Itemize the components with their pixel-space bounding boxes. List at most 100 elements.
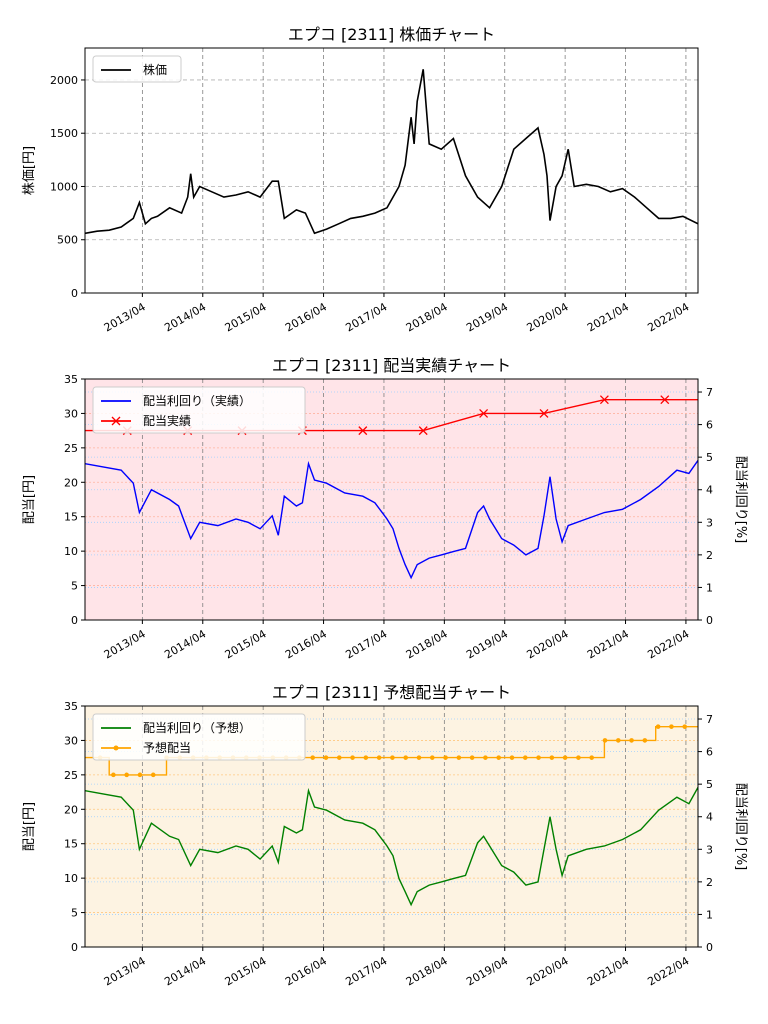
legend-box [92, 55, 182, 83]
y-right-tick-label: 0 [706, 614, 713, 627]
forecast-dividend-dot [536, 755, 541, 760]
forecast-dividend-dot [615, 738, 621, 743]
y-right-tick-label: 4 [706, 484, 713, 497]
x-tick-label: 2018/04 [404, 300, 450, 334]
x-tick-label: 2017/04 [343, 627, 389, 661]
y-right-tick-label: 6 [706, 746, 713, 759]
y-tick-label: 10 [64, 545, 78, 558]
x-tick-label: 2021/04 [585, 954, 631, 988]
y-axis-label: 配当[円] [22, 475, 37, 524]
x-tick-label: 2016/04 [283, 954, 329, 988]
dividend-marker [418, 426, 428, 436]
y-tick-label: 1500 [50, 127, 78, 140]
y-tick-label: 35 [64, 700, 78, 713]
legend-label: 配当利回り（予想） [143, 720, 251, 735]
y-tick-label: 0 [71, 287, 78, 300]
forecast-dividend-dot [336, 755, 342, 760]
y-tick-label: 0 [71, 614, 78, 627]
forecast-dividend-dot [111, 772, 116, 778]
y-tick-label: 1000 [50, 180, 78, 193]
y-tick-label: 25 [64, 769, 78, 782]
panel-forecast: エプコ [2311] 予想配当チャート 0 5 10 15 20 25 30 35 0 1 2 3 4 5 6… [22, 683, 748, 988]
y-tick-label: 5 [71, 580, 78, 593]
legend: 配当利回り（予想） 予想配当 [92, 713, 306, 761]
legend-marker [113, 745, 119, 751]
legend-label: 株価 [143, 62, 167, 77]
x-tick-label: 2017/04 [343, 954, 389, 988]
forecast-dividend-dot [363, 755, 369, 760]
forecast-dividend-dot [629, 738, 634, 743]
forecast-dividend-dot [137, 772, 143, 778]
plot-frame [84, 378, 699, 621]
x-tick-label: 2015/04 [223, 627, 269, 661]
forecast-dividend-dot [443, 755, 448, 760]
legend-box [92, 386, 306, 434]
x-tick-label: 2016/04 [283, 300, 329, 334]
forecast-dividend-dot [576, 755, 581, 760]
legend: 株価 [92, 55, 182, 83]
y-right-tick-label: 5 [706, 451, 713, 464]
x-tick-label: 2013/04 [102, 300, 148, 334]
legend-label: 配当実績 [143, 413, 191, 428]
x-tick-label: 2020/04 [525, 954, 571, 988]
y-tick-label: 30 [64, 734, 78, 747]
forecast-dividend-dot [669, 724, 674, 729]
y-right-axis-label: 配当利回り[%] [733, 456, 748, 544]
series-line-0 [85, 787, 698, 907]
x-tick-label: 2016/04 [283, 627, 329, 661]
series-line-0 [85, 69, 698, 235]
series-line-1 [85, 726, 698, 776]
x-tick-label: 2014/04 [162, 627, 208, 661]
chart-title: エプコ [2311] 配当実績チャート [272, 356, 511, 375]
y-right-tick-label: 3 [706, 516, 713, 529]
dividend-marker [660, 395, 670, 405]
forecast-dividend-dot [509, 755, 515, 760]
x-tick-label: 2020/04 [525, 627, 571, 661]
y-right-tick-label: 0 [706, 941, 713, 954]
dividend-marker [539, 408, 549, 418]
y-right-axis-label: 配当利回り[%] [733, 783, 748, 871]
plot-frame [84, 705, 699, 948]
dividend-marker [358, 426, 368, 436]
forecast-dividend-dot [323, 755, 329, 760]
y-tick-label: 20 [64, 476, 78, 489]
series-line-0 [85, 459, 698, 580]
x-tick-label: 2017/04 [343, 300, 389, 334]
legend-label: 配当利回り（実績） [143, 393, 251, 408]
dividend-marker [599, 395, 609, 405]
x-tick-label: 2021/04 [585, 627, 631, 661]
y-right-tick-label: 7 [706, 386, 713, 399]
y-right-tick-label: 3 [706, 843, 713, 856]
x-tick-label: 2018/04 [404, 954, 450, 988]
dividend-marker [479, 408, 489, 418]
x-tick-label: 2019/04 [464, 627, 510, 661]
panel-actual: エプコ [2311] 配当実績チャート 0 5 10 15 20 25 30 35 0 1 2 3 4 5 6… [22, 356, 748, 661]
legend-marker [111, 416, 121, 426]
panel-price: エプコ [2311] 株価チャート 0 500 1000 1500 2000 2013/04… [22, 25, 699, 334]
forecast-dividend-dot [376, 755, 382, 760]
y-tick-label: 20 [64, 803, 78, 816]
forecast-dividend-dot [602, 738, 608, 743]
y-right-tick-label: 1 [706, 581, 713, 594]
y-right-tick-label: 7 [706, 713, 713, 726]
legend-box [92, 713, 306, 761]
x-tick-label: 2022/04 [645, 627, 691, 661]
y-tick-label: 25 [64, 442, 78, 455]
legend: 配当利回り（実績） 配当実績 [92, 386, 306, 434]
chart-title: エプコ [2311] 予想配当チャート [272, 683, 511, 702]
y-axis-label: 株価[円] [22, 146, 37, 195]
y-right-tick-label: 1 [706, 908, 713, 921]
forecast-dividend-dot [350, 755, 355, 760]
y-tick-label: 2000 [50, 74, 78, 87]
x-tick-label: 2019/04 [464, 954, 510, 988]
x-tick-label: 2021/04 [585, 300, 631, 334]
forecast-dividend-dot [124, 772, 129, 778]
forecast-dividend-dot [469, 755, 475, 760]
x-tick-label: 2022/04 [645, 954, 691, 988]
forecast-dividend-dot [390, 755, 395, 760]
forecast-dividend-dot [310, 755, 315, 760]
y-tick-label: 30 [64, 407, 78, 420]
y-tick-label: 35 [64, 373, 78, 386]
forecast-dividend-dot [589, 755, 595, 760]
